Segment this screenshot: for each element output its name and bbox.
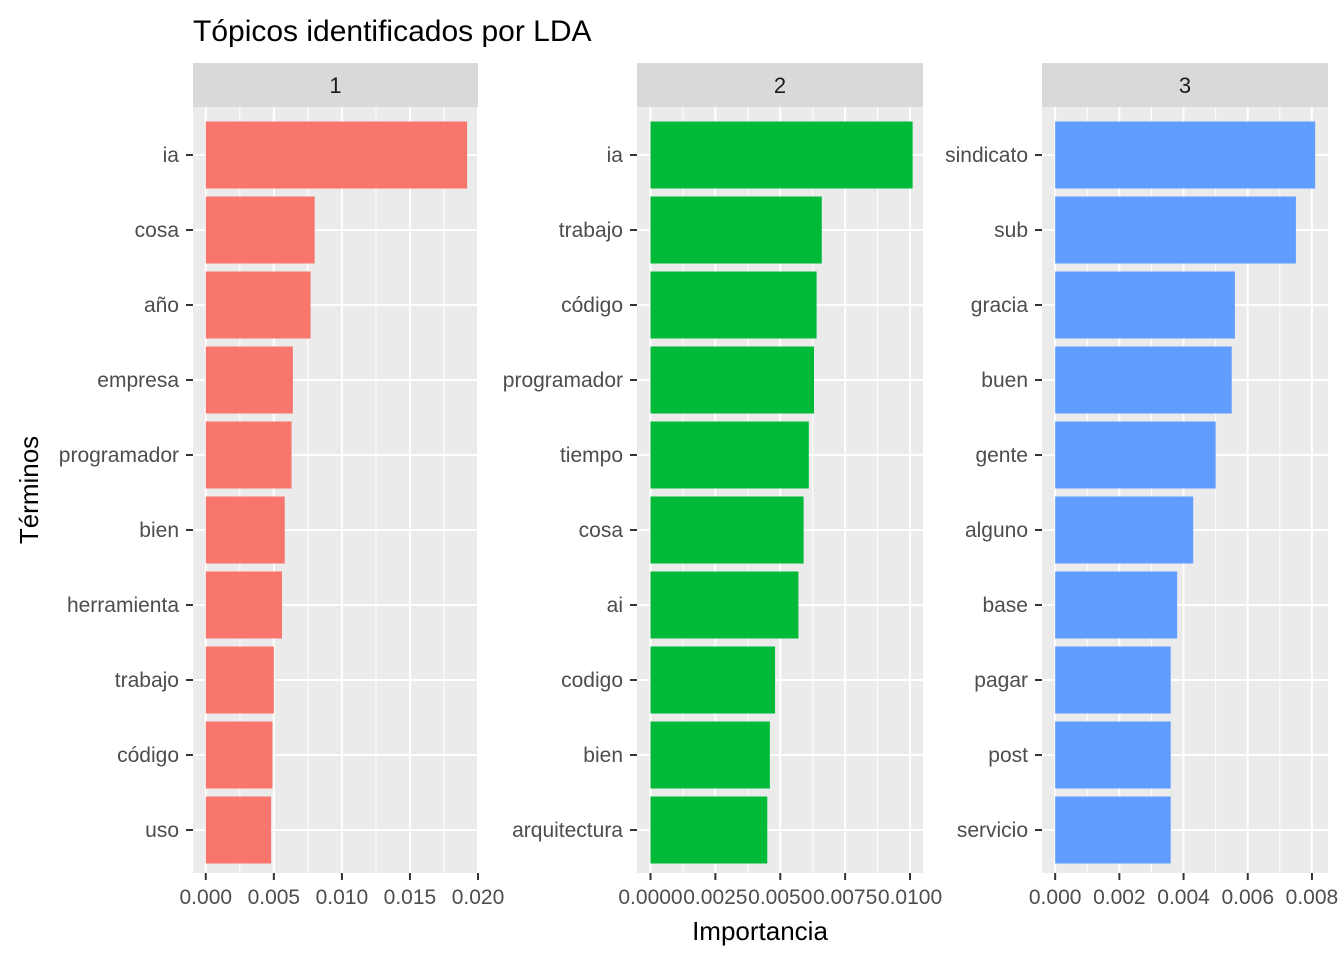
- x-tick-label: 0.0000: [618, 886, 682, 909]
- category-label: buen: [981, 369, 1028, 392]
- x-tick-label: 0.0025: [683, 886, 747, 909]
- facet-strip: [637, 63, 923, 107]
- bar-sindicato: [1055, 121, 1316, 189]
- bar-cosa: [650, 496, 804, 564]
- x-axis-label: Importancia: [692, 916, 828, 946]
- category-label: trabajo: [115, 669, 179, 692]
- category-label: arquitectura: [512, 819, 623, 842]
- bar-base: [1055, 571, 1178, 639]
- bar-programador: [650, 346, 814, 414]
- bar-código: [650, 271, 817, 339]
- x-tick-label: 0.005: [248, 886, 301, 909]
- bar-servicio: [1055, 796, 1171, 864]
- bar-post: [1055, 721, 1171, 789]
- x-tick-label: 0.000: [1029, 886, 1082, 909]
- x-tick-label: 0.0100: [878, 886, 942, 909]
- bar-buen: [1055, 346, 1232, 414]
- bar-alguno: [1055, 496, 1194, 564]
- category-label: ai: [607, 594, 623, 617]
- category-label: servicio: [957, 819, 1028, 842]
- category-label: base: [982, 594, 1028, 617]
- category-label: uso: [145, 819, 179, 842]
- x-tick-label: 0.002: [1093, 886, 1146, 909]
- y-axis-label: Términos: [14, 436, 44, 544]
- category-label: código: [561, 294, 623, 317]
- category-label: pagar: [974, 669, 1028, 692]
- category-label: gracia: [971, 294, 1029, 317]
- bar-arquitectura: [650, 796, 768, 864]
- bar-ia: [205, 121, 468, 189]
- facet-strip-label: 1: [329, 73, 341, 98]
- facet-panel-3: 3 sindicato sub gracia buen gente alguno base pa…: [945, 63, 1338, 909]
- facet-strip: [1042, 63, 1328, 107]
- category-label: sindicato: [945, 144, 1028, 167]
- category-label: cosa: [135, 219, 180, 242]
- category-label: bien: [583, 744, 623, 767]
- bar-cosa: [205, 196, 315, 264]
- facets-group: 1 ia cosa año empresa programador bien herramie…: [59, 63, 1338, 909]
- category-label: empresa: [97, 369, 179, 392]
- x-tick-label: 0.010: [316, 886, 369, 909]
- category-label: año: [144, 294, 179, 317]
- bar-herramienta: [205, 571, 283, 639]
- bar-tiempo: [650, 421, 809, 489]
- bar-ia: [650, 121, 913, 189]
- bar-código: [205, 721, 273, 789]
- facet-panel-1: 1 ia cosa año empresa programador bien herramie…: [59, 63, 505, 909]
- category-label: codigo: [561, 669, 623, 692]
- category-label: programador: [503, 369, 623, 392]
- x-tick-label: 0.015: [384, 886, 437, 909]
- bar-sub: [1055, 196, 1296, 264]
- chart-title: Tópicos identificados por LDA: [193, 15, 592, 48]
- category-label: código: [117, 744, 179, 767]
- category-label: bien: [139, 519, 179, 542]
- category-label: programador: [59, 444, 179, 467]
- bar-gente: [1055, 421, 1216, 489]
- x-tick-label: 0.000: [180, 886, 233, 909]
- x-tick-label: 0.008: [1286, 886, 1339, 909]
- bar-bien: [650, 721, 770, 789]
- bar-codigo: [650, 646, 776, 714]
- category-label: alguno: [965, 519, 1028, 542]
- x-tick-label: 0.0050: [748, 886, 812, 909]
- bar-trabajo: [650, 196, 822, 264]
- category-label: ia: [163, 144, 180, 167]
- bar-ai: [650, 571, 799, 639]
- x-tick-label: 0.004: [1157, 886, 1210, 909]
- category-label: herramienta: [67, 594, 179, 617]
- bar-pagar: [1055, 646, 1171, 714]
- bar-año: [205, 271, 311, 339]
- category-label: cosa: [579, 519, 624, 542]
- facet-panel-2: 2 ia trabajo código programador tiempo cosa ai c…: [503, 63, 942, 909]
- x-tick-label: 0.0075: [813, 886, 877, 909]
- facet-strip-label: 2: [774, 73, 786, 98]
- category-label: sub: [994, 219, 1028, 242]
- category-label: gente: [975, 444, 1028, 467]
- category-label: ia: [607, 144, 624, 167]
- x-tick-label: 0.006: [1221, 886, 1274, 909]
- facet-strip: [193, 63, 478, 107]
- category-label: tiempo: [560, 444, 623, 467]
- bar-uso: [205, 796, 272, 864]
- bar-gracia: [1055, 271, 1235, 339]
- bar-bien: [205, 496, 285, 564]
- bar-programador: [205, 421, 292, 489]
- x-tick-label: 0.020: [452, 886, 505, 909]
- category-label: post: [988, 744, 1028, 767]
- bar-trabajo: [205, 646, 274, 714]
- bar-empresa: [205, 346, 293, 414]
- category-label: trabajo: [559, 219, 623, 242]
- facet-strip-label: 3: [1179, 73, 1191, 98]
